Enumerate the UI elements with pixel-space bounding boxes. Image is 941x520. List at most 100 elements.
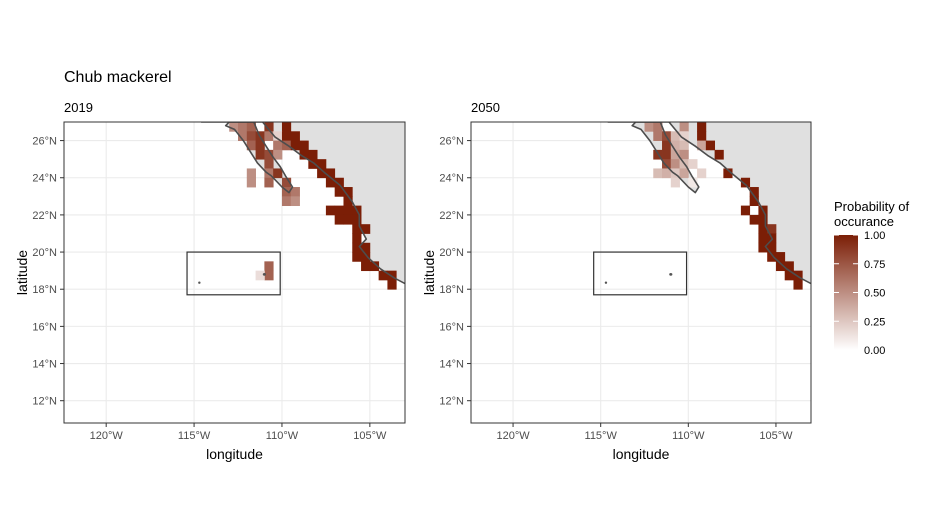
island	[669, 272, 673, 276]
coastline-baja	[631, 122, 700, 194]
heatmap-cell	[749, 196, 759, 207]
panel-2019: 120°W 115°W 110°W 105°W 12°N 14°N 16°N 18°N 20°N…	[14, 121, 406, 462]
heatmap-cell	[662, 159, 672, 169]
heatmap-cell	[758, 242, 768, 253]
heatmap-cell	[264, 261, 274, 272]
y-tick-label: 22°N	[439, 210, 464, 222]
y-tick-label: 16°N	[439, 321, 464, 333]
heatmap-cell	[246, 140, 256, 151]
heatmap-cell	[369, 261, 380, 272]
heatmap-cell	[290, 131, 300, 141]
heatmap-cell	[273, 149, 283, 160]
y-tick-label: 18°N	[439, 284, 464, 296]
panel-subtitle-2019: 2019	[64, 100, 93, 115]
heatmap-cell	[758, 224, 768, 234]
x-tick-label: 110°W	[266, 430, 299, 442]
heatmap-cell	[299, 149, 309, 160]
heatmap-cell	[644, 122, 654, 132]
legend-tick-label: 0.25	[864, 316, 885, 328]
heatmap-cell	[749, 214, 759, 225]
heatmap-cell	[343, 214, 353, 225]
y-tick-label: 22°N	[32, 210, 57, 222]
heatmap-cell	[679, 149, 689, 160]
heatmap-cell	[361, 242, 371, 253]
heatmap-cell	[662, 168, 672, 179]
heatmap-cell	[325, 205, 336, 216]
x-tick-label: 110°W	[672, 430, 705, 442]
heatmap-cell	[352, 233, 362, 244]
heatmap-cell	[238, 131, 248, 141]
panel-border	[63, 121, 406, 424]
heatmap-cell	[688, 177, 698, 188]
heatmap-cell	[246, 168, 256, 179]
heatmap-cell	[793, 270, 803, 281]
y-axis-label: latitude	[421, 250, 437, 295]
heatmap-cell	[775, 261, 786, 272]
heatmap-cell	[229, 122, 239, 132]
heatmap-cell	[343, 187, 353, 197]
island	[604, 281, 608, 284]
heatmap-cell	[361, 252, 371, 262]
heatmap-cell	[281, 187, 292, 197]
heatmap-cell	[361, 224, 371, 234]
x-tick-label: 115°W	[178, 430, 211, 442]
inset-box	[186, 251, 281, 296]
heatmap-cell	[723, 168, 733, 179]
heatmap-cell	[714, 149, 724, 160]
x-tick-label: 105°W	[759, 430, 793, 442]
y-tick-label: 24°N	[32, 173, 57, 185]
coastline-mainland	[201, 122, 405, 285]
y-tick-label: 14°N	[439, 359, 464, 371]
heatmap-cell	[290, 196, 300, 207]
heatmap-cell	[662, 140, 672, 151]
heatmap-cell	[334, 177, 344, 188]
heatmap-cell	[670, 159, 680, 169]
heatmap-cell	[343, 196, 353, 207]
heatmap-cell	[246, 131, 256, 141]
heatmap-cell	[334, 187, 344, 197]
heatmap-cell	[334, 214, 344, 225]
panel-subtitle-2050: 2050	[471, 100, 500, 115]
heatmap-cell	[688, 159, 698, 169]
heatmap-cell	[784, 261, 794, 272]
y-tick-label: 24°N	[439, 173, 464, 185]
heatmap-cell	[653, 131, 663, 141]
heatmap-cell	[281, 122, 292, 132]
y-tick-label: 26°N	[32, 136, 57, 148]
heatmap-cell	[255, 149, 265, 160]
y-tick-label: 12°N	[32, 396, 57, 408]
heatmap-cell	[281, 131, 292, 141]
heatmap-cell	[317, 168, 327, 179]
heatmap-cell	[264, 122, 274, 132]
heatmap-cell	[317, 159, 327, 169]
land-mainland	[201, 122, 405, 284]
heatmap-cell	[670, 131, 680, 141]
y-tick-label: 12°N	[439, 396, 464, 408]
heatmap-cell	[387, 270, 397, 281]
heatmap-cell	[767, 224, 777, 234]
y-tick-label: 16°N	[32, 321, 57, 333]
y-tick-label: 14°N	[32, 359, 57, 371]
heatmap-cell	[325, 177, 336, 188]
heatmap-cell	[352, 252, 362, 262]
x-tick-label: 115°W	[585, 430, 618, 442]
heatmap-cell	[273, 131, 283, 141]
legend-title-line2: occurance	[834, 214, 894, 229]
heatmap-cell	[352, 242, 362, 253]
y-tick-label: 20°N	[439, 247, 464, 259]
heatmap-cell	[238, 122, 248, 132]
heatmap-cell	[679, 131, 689, 141]
panel-border	[470, 121, 812, 424]
heatmap-cell	[653, 122, 663, 132]
heatmap-cell	[299, 140, 309, 151]
heatmap-cell	[697, 131, 707, 141]
coastline-baja	[224, 122, 294, 194]
heatmap-cell	[343, 205, 353, 216]
heatmap-cell	[705, 140, 716, 151]
legend-tick-label: 0.50	[864, 288, 885, 300]
heatmap-cell	[255, 270, 265, 281]
heatmap-cell	[264, 131, 274, 141]
heatmap-cell	[749, 187, 759, 197]
heatmap-cell	[290, 140, 300, 151]
heatmap-cell	[334, 205, 344, 216]
